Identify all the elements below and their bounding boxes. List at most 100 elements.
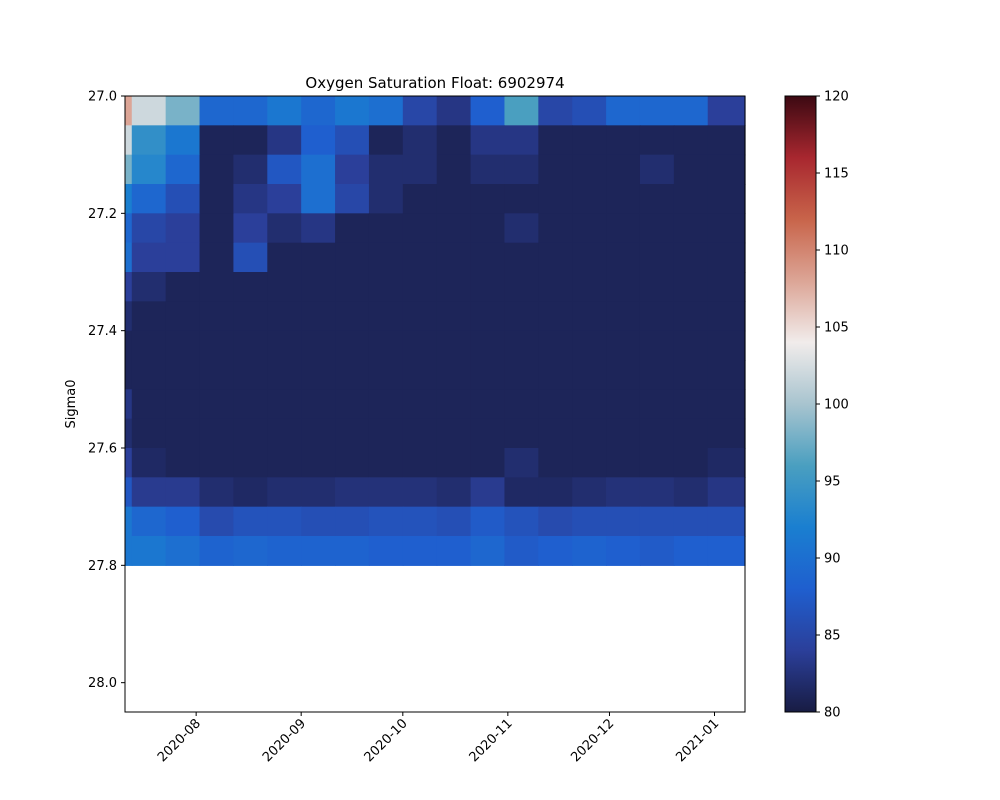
heatmap-cell xyxy=(470,301,506,332)
heatmap-cell xyxy=(707,242,746,273)
heatmap-cell xyxy=(199,477,235,508)
heatmap-cell xyxy=(402,477,438,508)
heatmap-cell xyxy=(335,389,370,420)
heatmap-cell xyxy=(199,360,235,390)
heatmap-cell xyxy=(538,96,573,126)
heatmap-cell xyxy=(165,389,201,420)
heatmap-cell xyxy=(165,301,201,332)
heatmap-cell xyxy=(301,125,336,156)
heatmap-cell xyxy=(538,242,573,273)
heatmap-cell xyxy=(707,418,746,449)
heatmap-cell xyxy=(368,389,404,420)
heatmap-cell xyxy=(504,125,539,156)
heatmap-cell xyxy=(572,154,607,185)
heatmap-cell xyxy=(606,477,641,508)
heatmap-cell xyxy=(267,154,302,185)
heatmap-cell xyxy=(165,125,201,156)
heatmap-cell xyxy=(707,360,746,390)
heatmap-cell xyxy=(673,506,709,537)
heatmap-cell xyxy=(606,301,641,332)
heatmap-cells xyxy=(125,96,746,566)
heatmap-cell xyxy=(538,272,573,302)
heatmap-cell xyxy=(125,125,133,156)
colorbar-tick-label: 110 xyxy=(824,244,849,259)
heatmap-cell xyxy=(199,330,235,361)
heatmap-cell xyxy=(402,506,438,537)
heatmap-cell xyxy=(470,272,506,302)
heatmap-cell xyxy=(538,125,573,156)
heatmap-cell xyxy=(233,184,268,214)
heatmap-cell xyxy=(125,389,133,420)
heatmap-cell xyxy=(165,213,201,244)
heatmap-cell xyxy=(436,536,472,566)
heatmap-cell xyxy=(267,418,302,449)
heatmap-cell xyxy=(301,389,336,420)
heatmap-cell xyxy=(436,242,472,273)
heatmap-cell xyxy=(673,242,709,273)
heatmap-cell xyxy=(368,506,404,537)
heatmap-cell xyxy=(131,301,167,332)
heatmap-cell xyxy=(233,506,268,537)
heatmap-cell xyxy=(267,184,302,214)
heatmap-cell xyxy=(673,272,709,302)
heatmap-cell xyxy=(267,536,302,566)
heatmap-cell xyxy=(402,96,438,126)
heatmap-cell xyxy=(402,360,438,390)
heatmap-cell xyxy=(233,213,268,244)
colorbar-tick-label: 105 xyxy=(824,321,849,336)
heatmap-cell xyxy=(165,184,201,214)
heatmap-cell xyxy=(402,389,438,420)
heatmap-cell xyxy=(131,242,167,273)
heatmap-cell xyxy=(572,96,607,126)
heatmap-cell xyxy=(199,184,235,214)
heatmap-cell xyxy=(233,125,268,156)
x-tick-label: 2021-01 xyxy=(673,716,722,765)
heatmap-cell xyxy=(368,184,404,214)
heatmap-cell xyxy=(436,96,472,126)
heatmap-cell xyxy=(707,213,746,244)
heatmap-cell xyxy=(125,154,133,185)
x-tick-label: 2020-11 xyxy=(467,716,516,765)
heatmap-cell xyxy=(504,418,539,449)
heatmap-cell xyxy=(199,448,235,478)
heatmap-cell xyxy=(301,242,336,273)
heatmap-cell xyxy=(267,242,302,273)
heatmap-cell xyxy=(639,301,675,332)
heatmap-cell xyxy=(504,360,539,390)
heatmap-cell xyxy=(572,506,607,537)
heatmap-cell xyxy=(707,272,746,302)
heatmap-cell xyxy=(572,184,607,214)
heatmap-cell xyxy=(335,125,370,156)
heatmap-cell xyxy=(199,154,235,185)
heatmap-cell xyxy=(267,301,302,332)
heatmap-cell xyxy=(125,477,133,508)
heatmap-cell xyxy=(335,418,370,449)
heatmap-cell xyxy=(125,360,133,390)
heatmap-cell xyxy=(572,272,607,302)
heatmap-cell xyxy=(538,213,573,244)
heatmap-cell xyxy=(606,96,641,126)
colorbar-tick-label: 115 xyxy=(824,167,849,182)
heatmap-cell xyxy=(606,389,641,420)
heatmap-cell xyxy=(470,242,506,273)
heatmap-cell xyxy=(233,272,268,302)
heatmap-cell xyxy=(606,242,641,273)
heatmap-cell xyxy=(301,301,336,332)
heatmap-cell xyxy=(436,272,472,302)
heatmap-cell xyxy=(131,448,167,478)
heatmap-cell xyxy=(606,448,641,478)
heatmap-cell xyxy=(639,360,675,390)
heatmap-cell xyxy=(639,536,675,566)
heatmap-cell xyxy=(301,184,336,214)
heatmap-cell xyxy=(673,389,709,420)
heatmap-cell xyxy=(606,154,641,185)
heatmap-cell xyxy=(673,96,709,126)
heatmap-cell xyxy=(606,506,641,537)
heatmap-cell xyxy=(673,154,709,185)
heatmap-cell xyxy=(673,360,709,390)
heatmap-cell xyxy=(436,330,472,361)
heatmap-cell xyxy=(504,184,539,214)
heatmap-cell xyxy=(233,389,268,420)
heatmap-cell xyxy=(165,360,201,390)
heatmap-cell xyxy=(504,506,539,537)
